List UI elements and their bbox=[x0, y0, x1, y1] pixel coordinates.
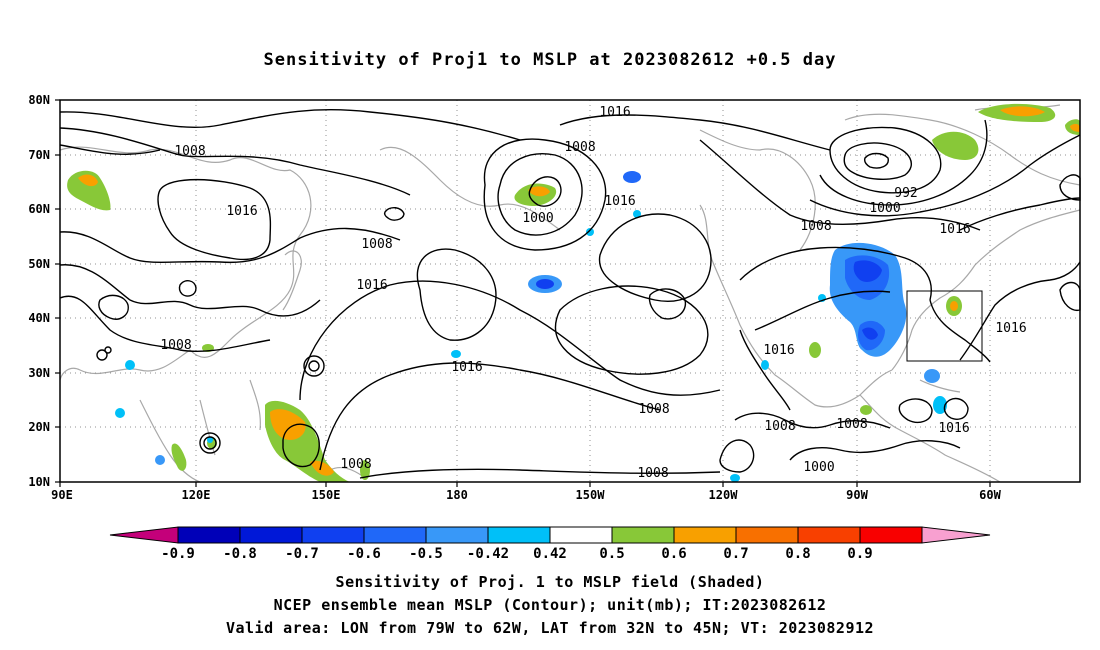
contour-label: 1016 bbox=[226, 204, 257, 219]
lat-label: 70N bbox=[28, 148, 50, 162]
caption-line-2: NCEP ensemble mean MSLP (Contour); unit(… bbox=[273, 596, 827, 614]
contour-label: 1008 bbox=[764, 419, 795, 434]
lat-label: 50N bbox=[28, 257, 50, 271]
lat-label: 20N bbox=[28, 420, 50, 434]
axis-ticks bbox=[55, 99, 991, 487]
colorbar-min-arrow bbox=[109, 526, 179, 544]
colorbar-label: 0.6 bbox=[661, 546, 686, 562]
contour-labels: 1016 1008 1016 1000 1008 1016 1016 1008 … bbox=[160, 105, 1026, 481]
contour-label: 1016 bbox=[995, 321, 1026, 336]
colorbar-label: -0.7 bbox=[285, 546, 319, 562]
contour-label: 1016 bbox=[604, 194, 635, 209]
lat-label: 40N bbox=[28, 311, 50, 325]
lon-label: 120W bbox=[709, 488, 739, 502]
colorbar-label: 0.9 bbox=[847, 546, 872, 562]
colorbar-swatch bbox=[487, 526, 551, 544]
colorbar-label: 0.42 bbox=[533, 546, 567, 562]
contour-label: 1016 bbox=[451, 360, 482, 375]
contour-label: 1016 bbox=[938, 421, 969, 436]
colorbar-swatch bbox=[549, 526, 613, 544]
contour-label: 1008 bbox=[564, 140, 595, 155]
colorbar-label: -0.8 bbox=[223, 546, 257, 562]
contour-label: 1016 bbox=[939, 222, 970, 237]
colorbar-swatch bbox=[425, 526, 489, 544]
lat-label: 80N bbox=[28, 93, 50, 107]
page-title: Sensitivity of Proj1 to MSLP at 20230826… bbox=[263, 50, 837, 70]
colorbar-swatch bbox=[301, 526, 365, 544]
contour-label: 1000 bbox=[522, 211, 553, 226]
contour-label: 1008 bbox=[800, 219, 831, 234]
colorbar-swatch bbox=[673, 526, 737, 544]
lon-label: 90W bbox=[846, 488, 868, 502]
contour-label: 1016 bbox=[763, 343, 794, 358]
colorbar-label: 0.8 bbox=[785, 546, 810, 562]
colorbar: -0.9 -0.8 -0.7 -0.6 -0.5 -0.42 0.42 0.5 0.6 0.7 0.… bbox=[109, 526, 991, 562]
colorbar-swatch bbox=[239, 526, 303, 544]
colorbar-label: 0.5 bbox=[599, 546, 624, 562]
caption-line-3: Valid area: LON from 79W to 62W, LAT fro… bbox=[225, 619, 875, 637]
lon-label: 150E bbox=[312, 488, 341, 502]
lon-label: 60W bbox=[979, 488, 1001, 502]
contour-label: 1008 bbox=[638, 402, 669, 417]
contour-label: 1016 bbox=[599, 105, 630, 120]
contour-label: 1008 bbox=[361, 237, 392, 252]
colorbar-swatch bbox=[363, 526, 427, 544]
colorbar-swatch bbox=[177, 526, 241, 544]
sensitivity-shading bbox=[67, 103, 1080, 482]
caption-line-1: Sensitivity of Proj. 1 to MSLP field (Sh… bbox=[335, 573, 765, 591]
contour-label: 1008 bbox=[160, 338, 191, 353]
colorbar-label: -0.9 bbox=[161, 546, 195, 562]
colorbar-swatch bbox=[797, 526, 861, 544]
map-panel: 1016 1008 1016 1000 1008 1016 1016 1008 … bbox=[28, 93, 1081, 502]
colorbar-swatch bbox=[735, 526, 799, 544]
lon-label: 90E bbox=[51, 488, 73, 502]
lon-label: 150W bbox=[576, 488, 606, 502]
colorbar-swatch bbox=[859, 526, 923, 544]
colorbar-swatch bbox=[611, 526, 675, 544]
lon-label: 180 bbox=[446, 488, 468, 502]
lat-label: 60N bbox=[28, 202, 50, 216]
contour-label: 1000 bbox=[869, 201, 900, 216]
contour-label: 1000 bbox=[803, 460, 834, 475]
contour-label: 1008 bbox=[637, 466, 668, 481]
lat-axis-labels: 80N 70N 60N 50N 40N 30N 20N 10N bbox=[28, 93, 50, 489]
contour-label: 1008 bbox=[174, 144, 205, 159]
colorbar-label: -0.6 bbox=[347, 546, 381, 562]
lon-label: 120E bbox=[182, 488, 211, 502]
colorbar-label: -0.42 bbox=[467, 546, 509, 562]
contour-label: 992 bbox=[894, 186, 917, 201]
contour-label: 1008 bbox=[836, 417, 867, 432]
lat-label: 10N bbox=[28, 475, 50, 489]
colorbar-max-arrow bbox=[921, 526, 991, 544]
colorbar-label: 0.7 bbox=[723, 546, 748, 562]
lon-axis-labels: 90E 120E 150E 180 150W 120W 90W 60W bbox=[51, 488, 1001, 502]
lat-label: 30N bbox=[28, 366, 50, 380]
valid-area-box bbox=[906, 290, 983, 362]
colorbar-label: -0.5 bbox=[409, 546, 443, 562]
contour-label: 1008 bbox=[340, 457, 371, 472]
contour-label: 1016 bbox=[356, 278, 387, 293]
